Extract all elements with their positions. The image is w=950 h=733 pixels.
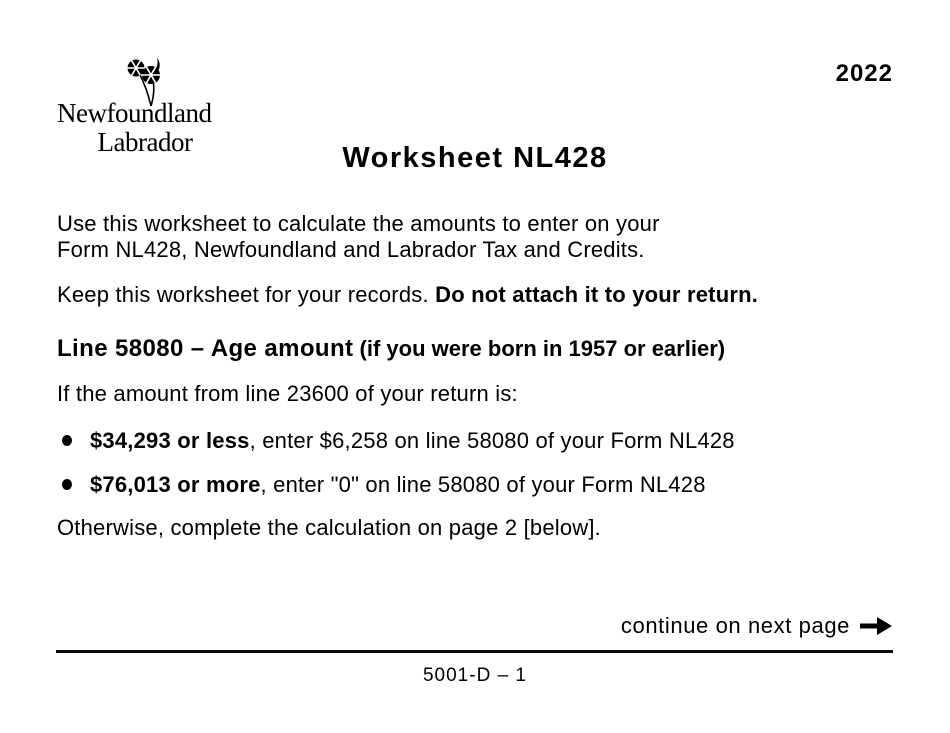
form-number-footer: 5001-D – 1 <box>422 665 527 686</box>
logo-wordmark-line2: Labrador <box>97 127 193 157</box>
blossom-left <box>127 59 145 77</box>
otherwise-line: Otherwise, complete the calculation on p… <box>57 515 601 540</box>
bullet-1-text: , enter $6,258 on line 58080 of your For… <box>249 428 735 453</box>
condition-line: If the amount from line 23600 of your re… <box>57 381 518 406</box>
keep-records-note: Keep this worksheet for your records. Do… <box>57 282 893 308</box>
bullet-2-amount: $76,013 or more <box>90 472 261 497</box>
continue-on-next-page: continue on next page <box>621 613 893 639</box>
pitcher-plant-icon <box>127 58 160 106</box>
bullet-dot <box>62 435 72 446</box>
bullet-1-amount: $34,293 or less <box>90 428 250 453</box>
intro-line-2: Form NL428, Newfoundland and Labrador Ta… <box>57 237 645 262</box>
heading-bold-part: Line 58080 – Age amount <box>57 335 354 362</box>
blossom-right <box>142 66 160 84</box>
continue-label: continue on next page <box>620 613 850 638</box>
footer-divider <box>56 650 893 653</box>
bullet-item-less: $34,293 or less, enter $6,258 on line 58… <box>57 428 893 454</box>
right-arrow-icon <box>860 617 892 635</box>
bullet-item-more: $76,013 or more, enter "0" on line 58080… <box>57 472 893 498</box>
bullet-2-text: , enter "0" on line 58080 of your Form N… <box>260 472 706 497</box>
line-58080-heading: Line 58080 – Age amount (if you were bor… <box>57 335 893 363</box>
intro-paragraph: Use this worksheet to calculate the amou… <box>57 211 893 263</box>
tax-year: 2022 <box>835 60 893 87</box>
heading-parenthetical: (if you were born in 1957 or earlier) <box>353 336 726 361</box>
page-title: Worksheet NL428 <box>342 142 608 174</box>
logo-wordmark-line1: Newfoundland <box>57 98 212 128</box>
newfoundland-labrador-logo: Newfoundland Labrador <box>57 52 233 158</box>
keep-note-regular: Keep this worksheet for your records. <box>57 282 436 307</box>
do-not-attach-bold: Do not attach it to your return. <box>435 282 759 307</box>
bullet-dot <box>62 479 72 490</box>
intro-line-1: Use this worksheet to calculate the amou… <box>57 211 660 236</box>
